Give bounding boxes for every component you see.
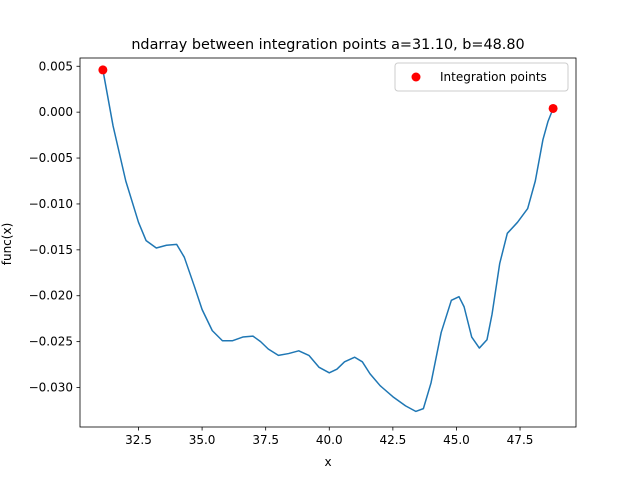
series-line: [102, 69, 554, 413]
legend-marker: [411, 72, 421, 82]
x-tick-label: 45.0: [443, 433, 470, 447]
x-tick-label: 32.5: [125, 433, 152, 447]
x-tick-label: 37.5: [252, 433, 279, 447]
y-tick-label: −0.020: [29, 289, 73, 303]
integration-point: [548, 103, 558, 113]
legend: Integration points: [394, 62, 569, 92]
y-axis: 0.005 0.000 −0.005 −0.010 −0.015 −0.020 −0.025…: [29, 59, 80, 395]
integration-point: [98, 65, 108, 75]
y-tick-label: −0.005: [29, 151, 73, 165]
y-tick-label: −0.010: [29, 197, 73, 211]
y-tick-label: −0.025: [29, 335, 73, 349]
y-tick-label: 0.005: [39, 59, 73, 73]
x-tick-label: 47.5: [507, 433, 534, 447]
plot-area: [79, 57, 577, 428]
y-tick-label: −0.030: [29, 381, 73, 395]
axes-frame: [79, 57, 577, 428]
x-tick-label: 42.5: [380, 433, 407, 447]
x-axis-label: x: [324, 455, 331, 469]
x-tick-label: 40.0: [316, 433, 343, 447]
y-tick-label: −0.015: [29, 243, 73, 257]
chart-title: ndarray between integration points a=31.…: [131, 37, 524, 53]
legend-box: [394, 62, 569, 92]
x-tick-label: 35.0: [189, 433, 216, 447]
x-axis: 32.5 35.0 37.5 40.0 42.5 45.0 47.5: [125, 427, 533, 447]
y-tick-label: 0.000: [39, 105, 73, 119]
y-axis-label: func(x): [0, 223, 14, 266]
legend-label: Integration points: [440, 70, 547, 84]
